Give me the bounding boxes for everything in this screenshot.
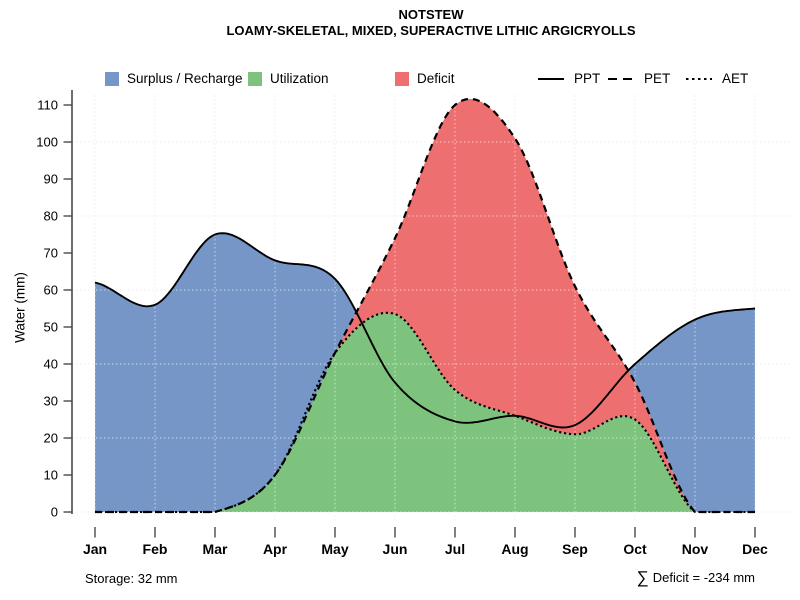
x-tick-label: Jul: [445, 541, 465, 557]
y-tick-label: 30: [44, 394, 58, 409]
legend-item-utilization: Utilization: [248, 70, 329, 87]
x-tick-label: Nov: [682, 541, 709, 557]
legend-label-surplus: Surplus / Recharge: [127, 71, 243, 86]
y-tick-label: 20: [44, 431, 58, 446]
utilization-area: [95, 312, 755, 512]
chart-subtitle: LOAMY-SKELETAL, MIXED, SUPERACTIVE LITHI…: [226, 23, 636, 38]
y-axis-label: Water (mm): [12, 272, 28, 343]
x-tick-label: May: [321, 541, 348, 557]
surplus-swatch: [105, 71, 119, 86]
dashed-line-sample: [608, 77, 634, 80]
dotted-line-sample: [686, 77, 712, 80]
x-tick-label: Dec: [742, 541, 768, 557]
x-tick-label: Mar: [203, 541, 228, 557]
legend-item-surplus: Surplus / Recharge: [105, 70, 243, 87]
ppt-curve: [94, 232, 756, 429]
y-tick-label: 10: [44, 468, 58, 483]
legend-item-pet: PET: [608, 70, 670, 87]
legend-item-deficit: Deficit: [395, 70, 455, 87]
y-tick-label: 90: [44, 172, 58, 187]
x-tick-label: Apr: [263, 541, 288, 557]
y-tick-label: 110: [37, 98, 58, 113]
pet-curve: [95, 97, 755, 514]
y-tick-label: 50: [44, 320, 58, 335]
legend-label-aet: AET: [722, 71, 749, 86]
surplus-area: [95, 98, 755, 513]
legend-label-pet: PET: [644, 71, 671, 86]
y-tick-label: 0: [51, 505, 58, 520]
deficit-swatch: [395, 71, 409, 86]
x-tick-label: Jun: [383, 541, 408, 557]
y-tick-label: 70: [44, 246, 58, 261]
y-tick-label: 80: [44, 209, 58, 224]
y-tick-label: 100: [36, 135, 58, 150]
legend-item-ppt: PPT: [538, 70, 600, 87]
deficit-area: [95, 98, 755, 513]
utilization-swatch: [248, 71, 262, 86]
x-tick-label: Jan: [83, 541, 107, 557]
x-tick-label: Sep: [562, 541, 588, 557]
legend-label-deficit: Deficit: [417, 71, 455, 86]
deficit-annotation-text: Deficit = -234 mm: [652, 570, 755, 585]
storage-annotation: Storage: 32 mm: [85, 571, 178, 586]
legend-label-utilization: Utilization: [270, 71, 329, 86]
legend-label-ppt: PPT: [574, 71, 601, 86]
solid-line-sample: [538, 77, 564, 80]
chart-title: NOTSTEW: [398, 7, 464, 22]
x-tick-label: Oct: [623, 541, 647, 557]
y-tick-label: 40: [44, 357, 58, 372]
x-tick-label: Feb: [143, 541, 168, 557]
y-tick-label: 60: [44, 283, 58, 298]
x-tick-label: Aug: [501, 541, 528, 557]
summation-icon: ∑: [636, 568, 649, 587]
legend-item-aet: AET: [686, 70, 748, 87]
deficit-annotation: ∑ Deficit = -234 mm: [637, 569, 755, 586]
